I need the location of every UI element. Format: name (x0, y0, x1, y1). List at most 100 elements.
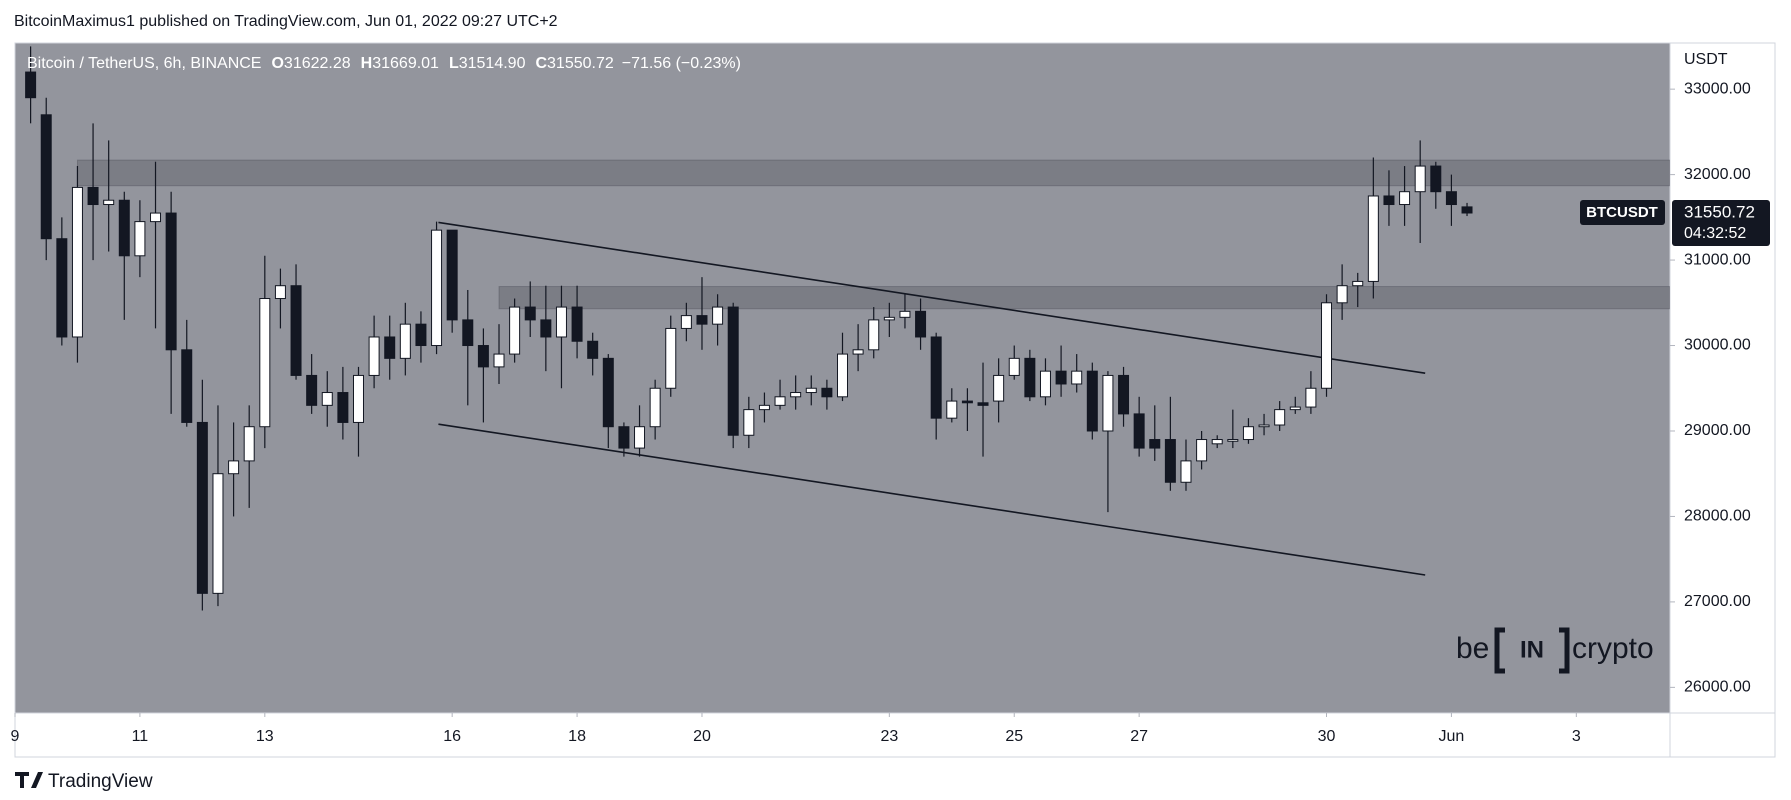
candle (462, 289, 474, 406)
candle-body (274, 285, 286, 300)
candle (1352, 272, 1364, 308)
candle-body (415, 323, 427, 347)
candle-body (321, 392, 333, 406)
candle-body (727, 306, 739, 436)
x-tick-label: 30 (1318, 728, 1336, 745)
candle (274, 268, 286, 329)
candle (165, 191, 177, 414)
trendline (438, 423, 1426, 576)
candle-body (790, 392, 802, 398)
x-tick-label: 11 (132, 728, 149, 745)
candle (71, 166, 83, 363)
price-tag-bg (1672, 200, 1770, 247)
candle (961, 388, 973, 431)
candle-body (1305, 387, 1317, 408)
candle-body (1055, 370, 1067, 385)
candle-body (1008, 357, 1020, 376)
candle-body (1321, 302, 1333, 389)
candle (665, 315, 677, 397)
candle (868, 307, 880, 359)
y-tick-label: 30000.00 (1684, 337, 1751, 354)
candle-body (462, 319, 474, 347)
trendline (438, 221, 1426, 375)
symbol-tag: BTCUSDT (1586, 204, 1658, 221)
candle (1118, 366, 1130, 427)
candle-body (368, 336, 380, 376)
candle (1227, 409, 1239, 449)
candle-body (290, 285, 302, 376)
candle-body (1367, 195, 1379, 282)
candle-body (821, 387, 833, 398)
candle-body (103, 199, 115, 206)
x-tick-label: Jun (1439, 728, 1465, 745)
candle (415, 311, 427, 363)
candle-body (87, 186, 99, 206)
y-axis-unit: USDT (1684, 51, 1728, 68)
price-tag-countdown: 04:32:52 (1684, 225, 1746, 242)
candle (1164, 396, 1176, 491)
y-tick-label: 26000.00 (1684, 679, 1751, 696)
header-high-label: H (361, 55, 373, 72)
candle (602, 354, 614, 449)
candle-body (618, 426, 630, 449)
candle (399, 302, 411, 376)
candle (1149, 405, 1161, 461)
candle-body (1086, 370, 1098, 432)
candle (524, 281, 536, 337)
candle (103, 140, 115, 252)
logo-icon (15, 772, 43, 788)
candle (1055, 345, 1067, 397)
candle-body (930, 336, 942, 419)
candle-body (493, 353, 505, 368)
candle-body (946, 400, 958, 419)
candle (212, 405, 224, 607)
y-tick-label: 31000.00 (1684, 251, 1751, 268)
candle-body (774, 396, 786, 406)
header-change: −71.56 (−0.23%) (622, 55, 741, 72)
candle (1180, 439, 1192, 491)
candle (306, 354, 318, 414)
candle (1274, 401, 1286, 431)
candle (1321, 294, 1333, 397)
x-tick-label: 9 (11, 728, 20, 745)
watermark-right: crypto (1572, 632, 1654, 665)
candle-body (1242, 426, 1254, 441)
candle (993, 358, 1005, 423)
candle-body (587, 340, 599, 359)
candle-body (56, 238, 68, 338)
candle-body (509, 306, 521, 355)
candle-body (1024, 357, 1036, 398)
candle (40, 97, 52, 261)
candle-body (852, 349, 864, 355)
candle-body (649, 387, 661, 428)
candle (946, 388, 958, 423)
candle (790, 375, 802, 410)
candle-body (259, 298, 271, 428)
candle (181, 319, 193, 427)
candle (1196, 430, 1208, 470)
candle (1305, 371, 1317, 414)
header-open-label: O (271, 55, 283, 72)
candle (1086, 362, 1098, 440)
y-tick-label: 28000.00 (1684, 508, 1751, 525)
candle (587, 332, 599, 376)
candle-body (712, 306, 724, 325)
candle (883, 302, 895, 337)
candle (87, 123, 99, 261)
chart-border (14, 42, 1776, 758)
candle (930, 332, 942, 440)
candle-body (228, 460, 240, 475)
candle (540, 285, 552, 372)
candle (1071, 354, 1083, 393)
candle (727, 302, 739, 449)
x-tick-label: 3 (1572, 728, 1581, 745)
candle-body (150, 212, 162, 223)
candle-body (1336, 285, 1348, 304)
candle-body (540, 319, 552, 338)
candle (758, 392, 770, 423)
candle (837, 332, 848, 402)
x-tick-label: 18 (568, 728, 586, 745)
candle-body (1445, 191, 1457, 206)
candle-body (1102, 374, 1114, 432)
candle-body (743, 409, 755, 436)
